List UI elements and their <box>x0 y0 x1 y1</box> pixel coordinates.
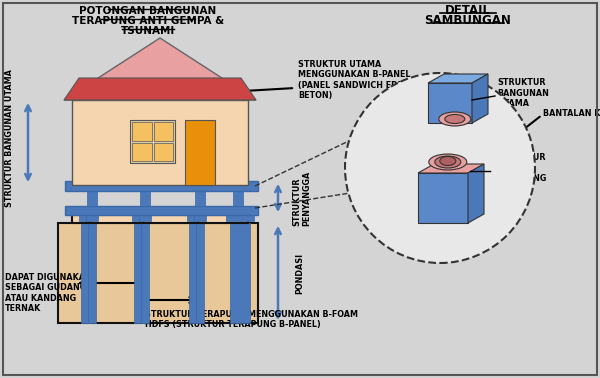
Polygon shape <box>130 120 175 163</box>
Polygon shape <box>132 143 151 161</box>
Polygon shape <box>58 223 258 323</box>
Circle shape <box>345 73 535 263</box>
Polygon shape <box>86 215 98 221</box>
Ellipse shape <box>445 115 465 124</box>
Polygon shape <box>194 215 206 221</box>
Polygon shape <box>428 83 472 123</box>
Ellipse shape <box>429 154 467 170</box>
Polygon shape <box>154 143 173 161</box>
Polygon shape <box>64 78 256 100</box>
Polygon shape <box>64 38 256 100</box>
Text: BANTALAN KARET: BANTALAN KARET <box>543 108 600 118</box>
Text: STRUKTUR
BANGUNAN
UTAMA: STRUKTUR BANGUNAN UTAMA <box>497 78 549 108</box>
Text: STRUKTUR
KOLOM
PENOPANG: STRUKTUR KOLOM PENOPANG <box>497 153 547 183</box>
Polygon shape <box>418 173 468 223</box>
Ellipse shape <box>439 112 471 126</box>
Text: TSUNAMI: TSUNAMI <box>121 26 175 36</box>
Polygon shape <box>472 74 488 123</box>
Polygon shape <box>79 215 91 221</box>
Ellipse shape <box>435 156 461 168</box>
Polygon shape <box>185 120 215 185</box>
Text: POTONGAN BANGUNAN: POTONGAN BANGUNAN <box>79 6 217 16</box>
Polygon shape <box>141 223 149 323</box>
Polygon shape <box>139 215 151 221</box>
Polygon shape <box>230 223 250 323</box>
Polygon shape <box>81 223 89 323</box>
Text: DETAIL: DETAIL <box>445 4 491 17</box>
Polygon shape <box>428 74 488 83</box>
Polygon shape <box>196 223 204 323</box>
Polygon shape <box>132 215 144 221</box>
Polygon shape <box>72 100 248 185</box>
Text: SAMBUNGAN: SAMBUNGAN <box>425 14 511 27</box>
Polygon shape <box>88 223 96 323</box>
Polygon shape <box>154 122 173 141</box>
Text: STRUKTUR BANGUNAN UTAMA: STRUKTUR BANGUNAN UTAMA <box>5 69 14 207</box>
Text: PONDASI: PONDASI <box>295 253 304 294</box>
Polygon shape <box>195 191 205 206</box>
Text: STRUKTUR UTAMA
MENGGUNAKAN B-PANEL
(PANEL SANDWICH EPS DAN
BETON): STRUKTUR UTAMA MENGGUNAKAN B-PANEL (PANE… <box>298 60 425 100</box>
Polygon shape <box>132 122 151 141</box>
Polygon shape <box>140 191 150 206</box>
Polygon shape <box>72 215 248 223</box>
Text: STRUKTUR TERAPUNG MENGGUNAKAN B-FOAM
HDFS (STRUKTUR TERAPUNG B-PANEL): STRUKTUR TERAPUNG MENGGUNAKAN B-FOAM HDF… <box>145 310 358 329</box>
Polygon shape <box>189 223 197 323</box>
Text: DAPAT DIGUNAKAN
SEBAGAI GUDANG
ATAU KANDANG
TERNAK: DAPAT DIGUNAKAN SEBAGAI GUDANG ATAU KAND… <box>5 273 92 313</box>
Polygon shape <box>65 206 258 215</box>
Polygon shape <box>468 164 484 223</box>
Text: TERAPUNG ANTI GEMPA &: TERAPUNG ANTI GEMPA & <box>72 16 224 26</box>
Polygon shape <box>134 223 142 323</box>
Polygon shape <box>65 181 258 191</box>
Polygon shape <box>226 215 254 221</box>
Polygon shape <box>418 164 484 173</box>
Polygon shape <box>187 215 199 221</box>
Text: STRUKTUR
PENYANGGA: STRUKTUR PENYANGGA <box>292 170 311 226</box>
Polygon shape <box>233 191 243 206</box>
Ellipse shape <box>440 156 456 166</box>
Polygon shape <box>87 191 97 206</box>
